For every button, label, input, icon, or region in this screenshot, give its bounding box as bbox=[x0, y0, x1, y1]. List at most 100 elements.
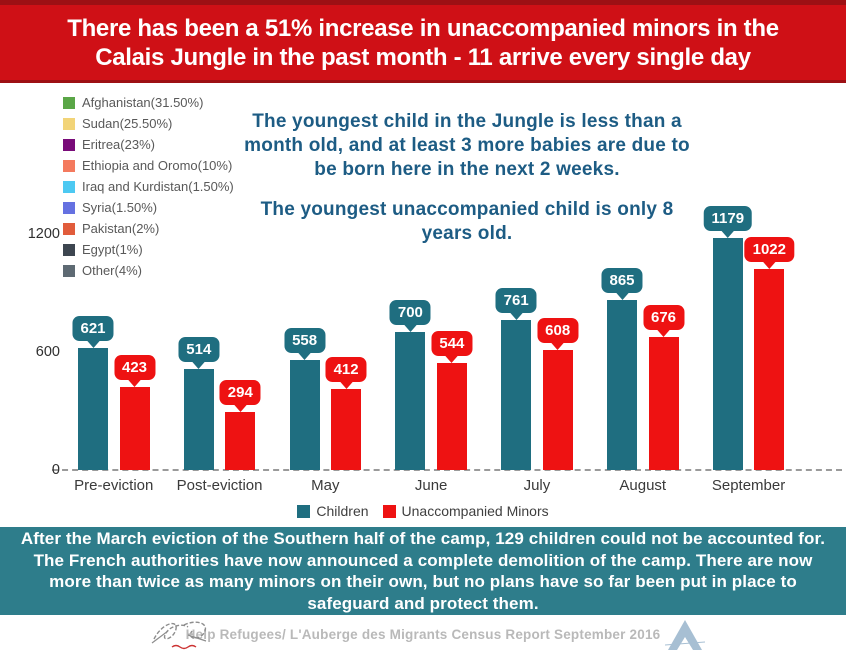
help-refugees-sketch-logo bbox=[151, 621, 207, 650]
bar-unaccompanied-minors bbox=[331, 388, 362, 470]
nationality-legend-item: Eritrea(23%) bbox=[63, 134, 234, 155]
bubble-pointer bbox=[762, 261, 777, 269]
bar-unaccompanied-minors bbox=[542, 350, 573, 470]
legend-swatch bbox=[63, 243, 75, 256]
legend-label: Ethiopia and Oromo(10%) bbox=[82, 158, 233, 173]
value-bubble: 700 bbox=[389, 300, 431, 333]
auberge-des-migrants-triangle-logo bbox=[665, 620, 705, 650]
bubble-pointer bbox=[403, 324, 418, 333]
value-bubble: 608 bbox=[537, 318, 579, 351]
category-label: June bbox=[414, 477, 448, 494]
bubble-pointer bbox=[656, 329, 671, 338]
nationality-legend-item: Iraq and Kurdistan(1.50%) bbox=[63, 176, 234, 197]
bubble-pointer bbox=[297, 352, 312, 361]
legend-swatch bbox=[63, 96, 75, 109]
legend-label: Egypt(1%) bbox=[82, 242, 143, 257]
bubble-pointer bbox=[720, 230, 735, 239]
legend-swatch bbox=[63, 180, 75, 193]
bubble-pointer bbox=[233, 404, 248, 413]
nationality-legend-item: Afghanistan(31.50%) bbox=[63, 92, 234, 113]
y-axis-tick-label: 600 bbox=[35, 344, 60, 360]
category-label: August bbox=[619, 477, 667, 494]
bubble-pointer bbox=[127, 378, 142, 387]
nationality-legend-item: Egypt(1%) bbox=[63, 239, 234, 260]
bubble-pointer bbox=[86, 339, 100, 348]
bubble-pointer bbox=[615, 291, 629, 300]
value-bubble: 761 bbox=[495, 288, 537, 321]
category-label: Pre-eviction bbox=[74, 477, 154, 494]
callout-paragraph-1: The youngest child in the Jungle is less… bbox=[244, 111, 690, 180]
category-label: May bbox=[311, 477, 340, 494]
value-bubble: 1179 bbox=[703, 206, 753, 239]
chart-legend-item: Children bbox=[297, 503, 369, 519]
legend-swatch bbox=[63, 159, 75, 172]
y-axis-tick-label: 0 bbox=[51, 462, 60, 478]
legend-label: Pakistan(2%) bbox=[82, 221, 160, 236]
bar-children bbox=[395, 332, 426, 470]
footer-text: After the March eviction of the Southern… bbox=[20, 529, 826, 613]
legend-swatch bbox=[63, 201, 75, 214]
footer-band: After the March eviction of the Southern… bbox=[0, 527, 846, 615]
value-bubble: 514 bbox=[178, 336, 220, 369]
legend-label: Eritrea(23%) bbox=[82, 137, 155, 152]
callout-paragraph-2: The youngest unaccompanied child is only… bbox=[260, 199, 674, 244]
nationality-legend-item: Other(4%) bbox=[63, 260, 234, 281]
value-bubble: 423 bbox=[113, 354, 156, 387]
bar-unaccompanied-minors bbox=[119, 386, 150, 470]
legend-label: Syria(1.50%) bbox=[82, 200, 158, 215]
value-bubble: 558 bbox=[284, 328, 326, 361]
bubble-pointer bbox=[550, 342, 565, 351]
category-label: September bbox=[711, 477, 786, 494]
legend-swatch bbox=[382, 504, 396, 518]
bar-unaccompanied-minors bbox=[436, 363, 467, 470]
page-title-line2: Calais Jungle in the past month - 11 arr… bbox=[95, 43, 751, 71]
callout-block: The youngest child in the Jungle is less… bbox=[237, 110, 697, 262]
bar-children bbox=[289, 360, 320, 470]
nationality-legend-item: Sudan(25.50%) bbox=[63, 113, 234, 134]
value-bubble: 1022 bbox=[744, 237, 794, 269]
bar-children bbox=[183, 368, 214, 470]
bubble-pointer bbox=[509, 312, 524, 321]
value-bubble: 412 bbox=[325, 356, 367, 389]
bubble-pointer bbox=[444, 355, 459, 363]
legend-swatch bbox=[63, 222, 75, 235]
value-bubble: 621 bbox=[72, 315, 114, 348]
legend-swatch bbox=[297, 504, 311, 518]
bar-children bbox=[501, 320, 532, 470]
bar-unaccompanied-minors bbox=[225, 412, 256, 470]
value-bubble: 544 bbox=[431, 331, 473, 363]
legend-label: Unaccompanied Minors bbox=[401, 503, 549, 519]
nationality-legend-item: Syria(1.50%) bbox=[63, 197, 234, 218]
legend-label: Iraq and Kurdistan(1.50%) bbox=[82, 179, 234, 194]
legend-swatch bbox=[63, 138, 75, 151]
header-banner: There has been a 51% increase in unaccom… bbox=[0, 0, 846, 83]
bubble-pointer bbox=[339, 380, 354, 389]
value-bubble: 294 bbox=[219, 380, 261, 413]
page-title: There has been a 51% increase in unaccom… bbox=[67, 14, 779, 72]
bar-children bbox=[78, 347, 108, 470]
chart-legend: Children Unaccompanied Minors bbox=[0, 500, 846, 522]
x-axis-baseline bbox=[52, 469, 842, 471]
y-axis-tick-label: 1200 bbox=[27, 226, 60, 242]
nationality-legend-item: Ethiopia and Oromo(10%) bbox=[63, 155, 234, 176]
legend-label: Other(4%) bbox=[82, 263, 142, 278]
legend-label: Sudan(25.50%) bbox=[82, 116, 173, 131]
nationality-legend: Afghanistan(31.50%) Sudan(25.50%) Eritrea(… bbox=[63, 92, 234, 281]
legend-swatch bbox=[63, 117, 75, 130]
page-title-line1: There has been a 51% increase in unaccom… bbox=[67, 14, 779, 42]
category-label: July bbox=[523, 477, 551, 494]
bubble-pointer bbox=[191, 360, 206, 369]
attribution-text: Help Refugees/ L'Auberge des Migrants Ce… bbox=[185, 626, 661, 642]
legend-label: Children bbox=[316, 503, 369, 519]
chart-legend-item: Unaccompanied Minors bbox=[382, 503, 549, 519]
nationality-legend-item: Pakistan(2%) bbox=[63, 218, 234, 239]
bar-unaccompanied-minors bbox=[648, 337, 679, 470]
value-bubble: 676 bbox=[642, 305, 685, 338]
category-label: Post-eviction bbox=[176, 477, 263, 494]
bar-children bbox=[712, 238, 743, 470]
legend-label: Afghanistan(31.50%) bbox=[82, 95, 204, 110]
value-bubble: 865 bbox=[601, 267, 643, 300]
bar-children bbox=[607, 299, 637, 470]
bar-unaccompanied-minors bbox=[754, 269, 785, 470]
